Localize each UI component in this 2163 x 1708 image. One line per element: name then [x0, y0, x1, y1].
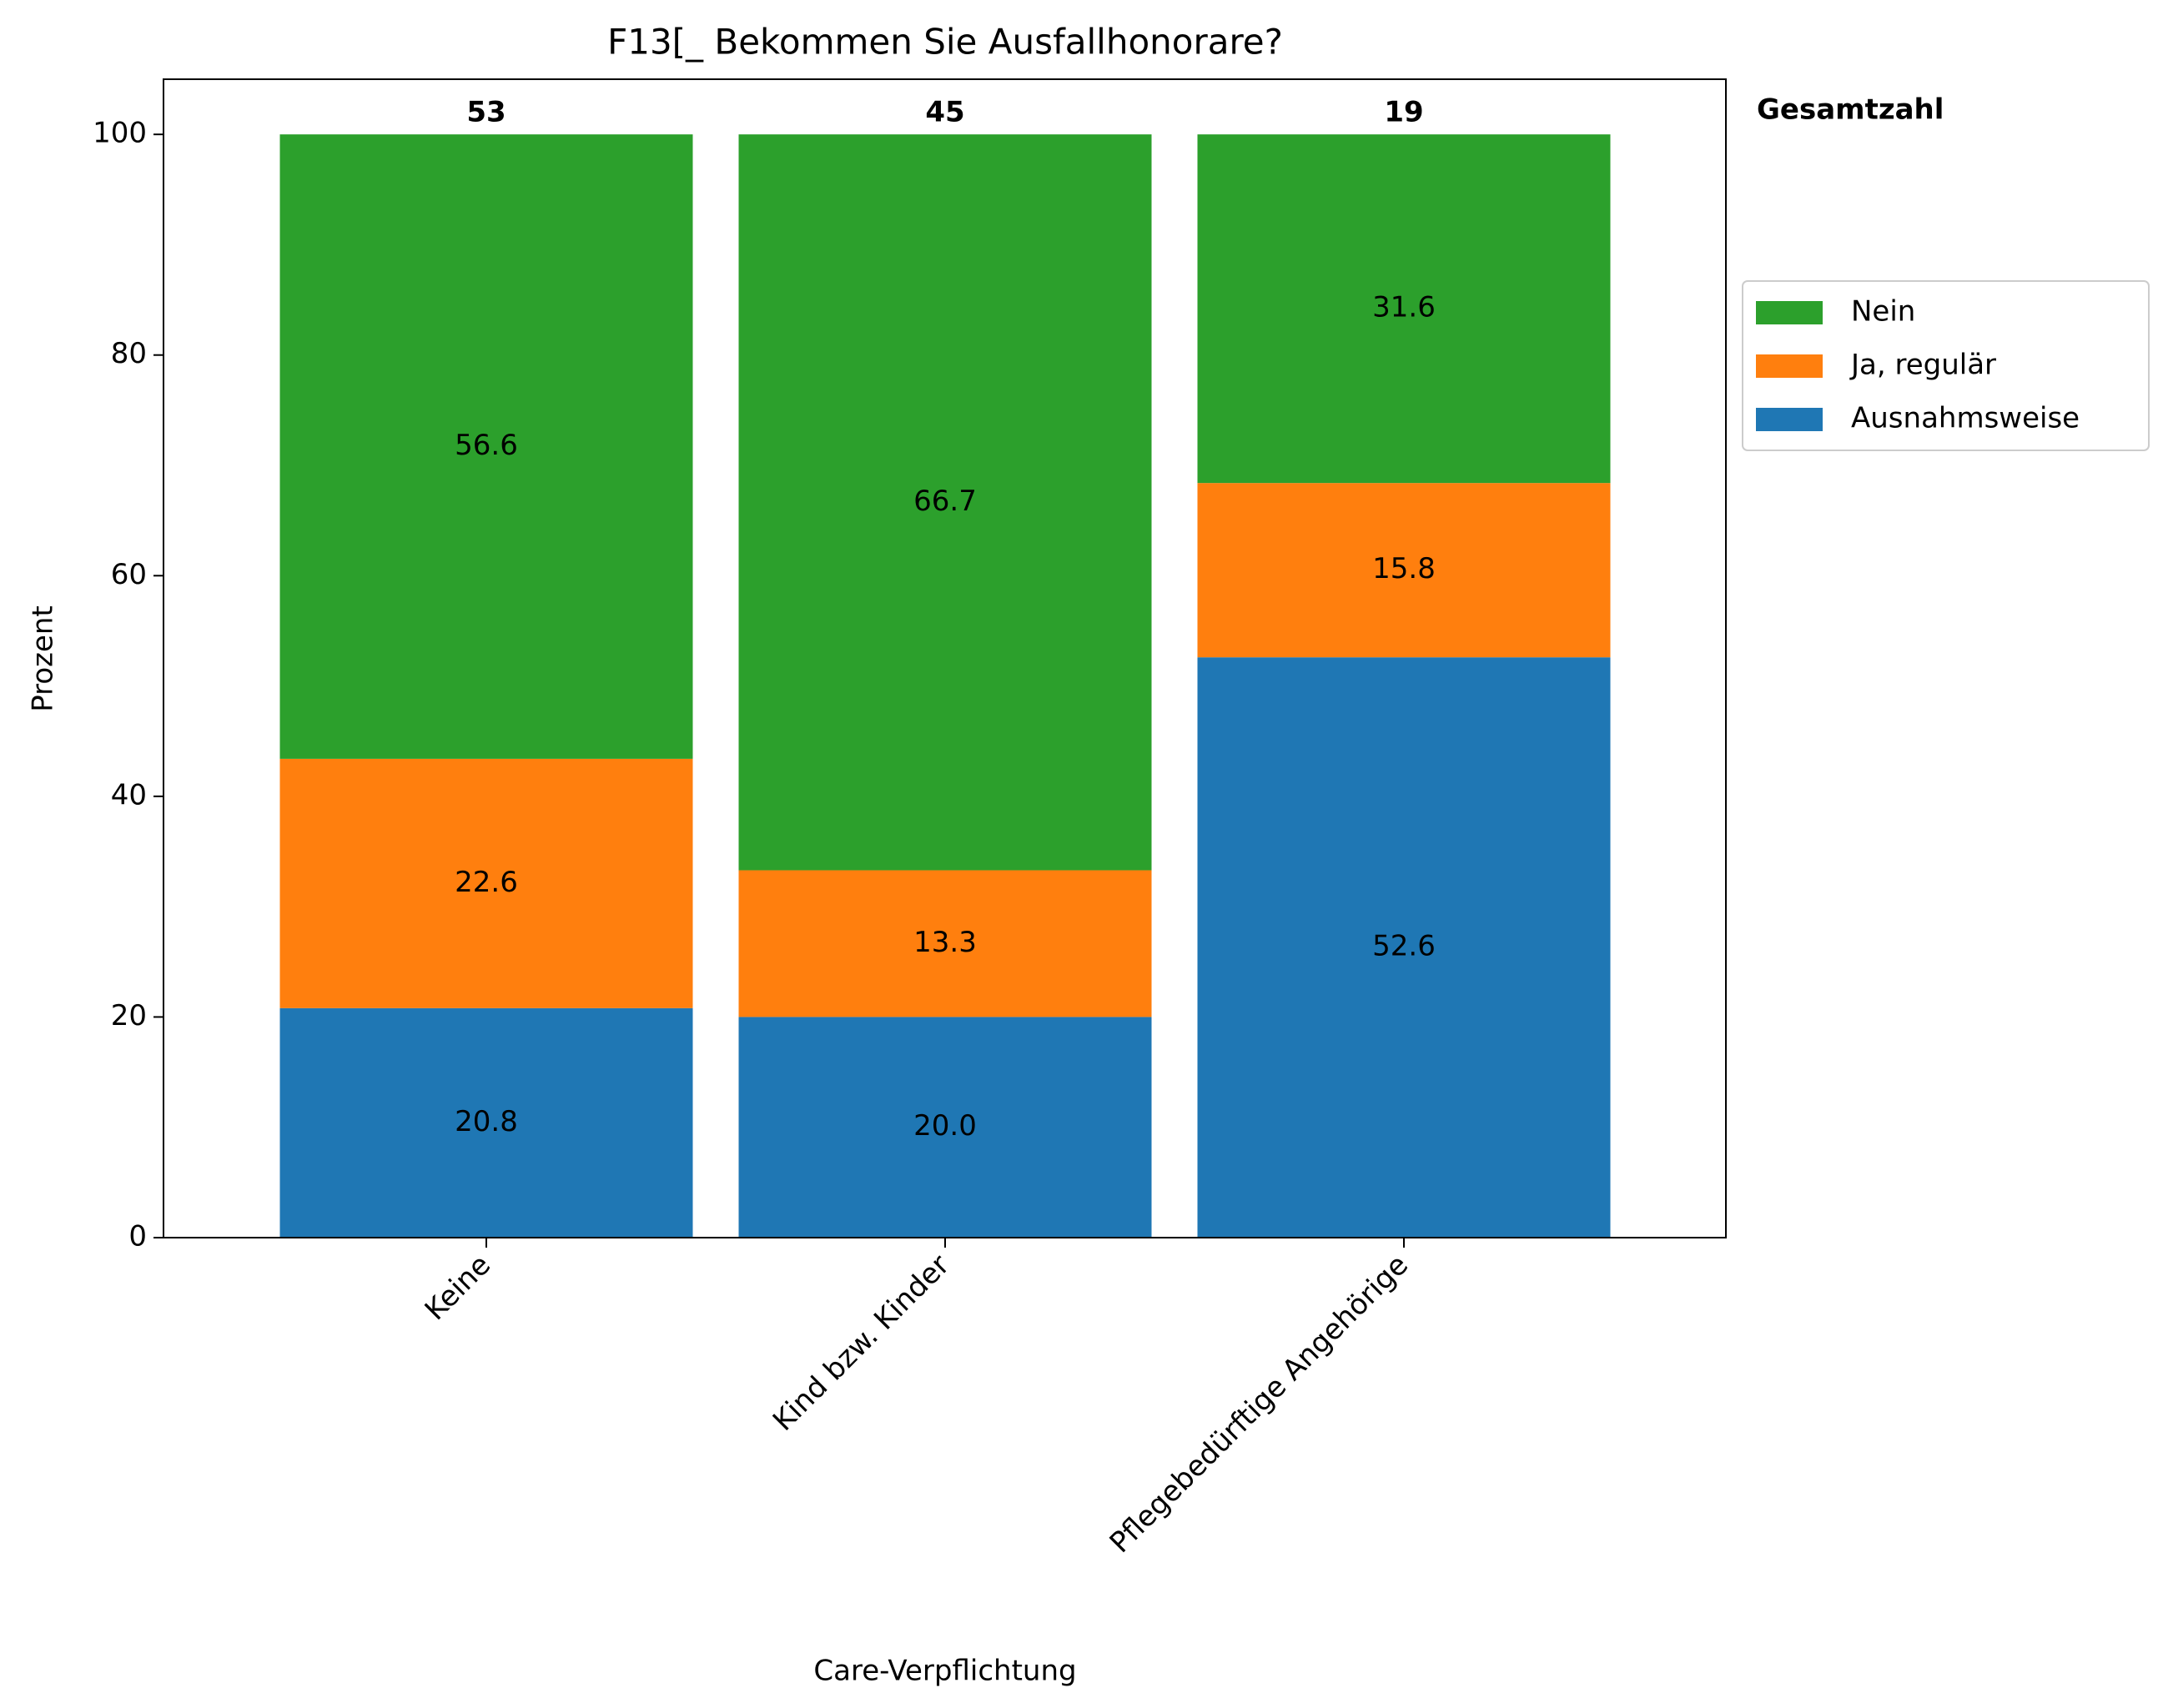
data-label: 52.6 — [1372, 930, 1436, 963]
x-axis-label: Care-Verpflichtung — [813, 1655, 1076, 1688]
total-label: 45 — [925, 96, 964, 129]
legend-label: Ausnahmsweise — [1851, 402, 2080, 435]
legend-swatch — [1756, 301, 1823, 324]
total-label: 19 — [1384, 96, 1423, 129]
data-label: 56.6 — [455, 429, 518, 462]
legend-label: Nein — [1851, 295, 1915, 329]
totals-title: Gesamtzahl — [1757, 93, 1944, 127]
bar-segment — [1197, 657, 1611, 1238]
bar-segment — [1197, 483, 1611, 658]
legend-label: Ja, regulär — [1849, 349, 1996, 382]
data-label: 20.0 — [913, 1109, 977, 1143]
y-tick-label: 100 — [93, 117, 147, 150]
bar-segment — [738, 1017, 1152, 1238]
data-label: 20.8 — [455, 1105, 518, 1138]
bar-segment — [1197, 134, 1611, 484]
y-tick-label: 20 — [111, 999, 147, 1032]
bar-segment — [279, 134, 693, 759]
x-tick-label: Kind bzw. Kinder — [767, 1248, 956, 1438]
bar-segment — [279, 1007, 693, 1238]
data-label: 31.6 — [1372, 291, 1436, 324]
y-tick-label: 60 — [111, 558, 147, 591]
data-label: 22.6 — [455, 866, 518, 899]
plot-frame — [163, 78, 1727, 1238]
data-label: 66.7 — [913, 485, 977, 518]
x-tick-label: Pflegebedürftige Angehörige — [1104, 1248, 1415, 1560]
x-tick-label: Keine — [419, 1248, 497, 1327]
legend-swatch — [1756, 408, 1823, 431]
bar-segment — [738, 870, 1152, 1017]
legend-box — [1742, 280, 2150, 451]
total-label: 53 — [466, 96, 506, 129]
bar-segment — [738, 134, 1152, 871]
y-axis-label: Prozent — [27, 605, 60, 712]
y-tick-label: 0 — [128, 1220, 147, 1253]
y-tick-label: 40 — [111, 778, 147, 811]
bar-segment — [279, 758, 693, 1008]
data-label: 13.3 — [913, 926, 977, 959]
y-tick-label: 80 — [111, 337, 147, 370]
data-label: 15.8 — [1372, 552, 1436, 585]
chart-title: F13[_ Bekommen Sie Ausfallhonorare? — [607, 22, 1283, 63]
legend-swatch — [1756, 354, 1823, 378]
